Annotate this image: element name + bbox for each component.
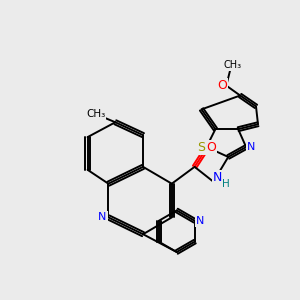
- Text: CH₃: CH₃: [86, 109, 105, 119]
- Text: S: S: [197, 140, 206, 154]
- Text: N: N: [196, 216, 204, 226]
- Text: H: H: [222, 179, 230, 189]
- Text: O: O: [206, 140, 216, 154]
- Text: CH₃: CH₃: [223, 60, 241, 70]
- Text: N: N: [98, 212, 106, 222]
- Text: N: N: [213, 171, 222, 184]
- Text: N: N: [247, 142, 255, 152]
- Text: O: O: [218, 79, 227, 92]
